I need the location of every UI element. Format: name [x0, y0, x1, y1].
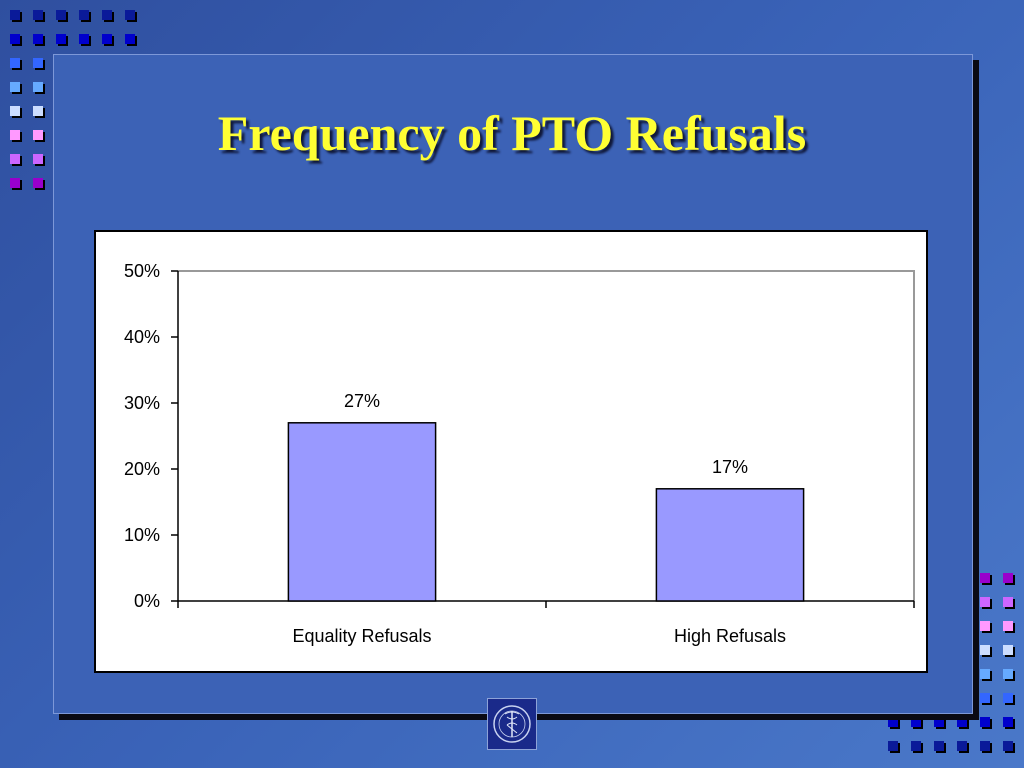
data-label: 27%	[344, 391, 380, 411]
decorative-square	[1003, 573, 1013, 583]
bar	[655, 488, 805, 602]
decorative-square	[33, 178, 43, 188]
plot-area-border	[178, 270, 915, 601]
decorative-square	[1003, 669, 1013, 679]
bar	[287, 422, 437, 602]
y-tick-label: 0%	[134, 591, 160, 611]
decorative-square	[1003, 597, 1013, 607]
decorative-square	[33, 106, 43, 116]
decorative-square	[1003, 645, 1013, 655]
decorative-square	[10, 130, 20, 140]
decorative-square	[1003, 741, 1013, 751]
decorative-square	[33, 130, 43, 140]
decorative-square	[56, 10, 66, 20]
decorative-square	[10, 82, 20, 92]
decorative-square	[934, 717, 944, 727]
decorative-square	[10, 154, 20, 164]
decorative-square	[911, 717, 921, 727]
x-category-label: High Refusals	[674, 626, 786, 646]
decorative-square	[980, 693, 990, 703]
decorative-square	[980, 597, 990, 607]
decorative-square	[10, 106, 20, 116]
y-tick-label: 30%	[124, 393, 160, 413]
decorative-square	[33, 154, 43, 164]
decorative-square	[980, 669, 990, 679]
decorative-square	[102, 10, 112, 20]
decorative-square	[102, 34, 112, 44]
decorative-square	[10, 58, 20, 68]
decorative-square	[33, 34, 43, 44]
data-label: 17%	[712, 457, 748, 477]
decorative-square	[957, 717, 967, 727]
decorative-square	[1003, 717, 1013, 727]
slide-title: Frequency of PTO Refusals	[217, 105, 807, 161]
decorative-square	[10, 178, 20, 188]
decorative-square	[56, 34, 66, 44]
y-tick-label: 50%	[124, 261, 160, 281]
y-tick-label: 20%	[124, 459, 160, 479]
caduceus-seal-icon	[493, 705, 531, 743]
decorative-square	[125, 34, 135, 44]
logo	[487, 698, 537, 750]
decorative-square	[125, 10, 135, 20]
decorative-square	[980, 717, 990, 727]
decorative-square	[79, 10, 89, 20]
bar-chart: 0% 10% 20% 30% 40% 50% 27% Equality Refusals 17%…	[94, 230, 928, 673]
decorative-square	[888, 717, 898, 727]
decorative-square	[980, 621, 990, 631]
x-category-label: Equality Refusals	[292, 626, 431, 646]
decorative-square	[33, 82, 43, 92]
y-tick-label: 10%	[124, 525, 160, 545]
decorative-square	[980, 741, 990, 751]
decorative-square	[888, 741, 898, 751]
decorative-square	[33, 58, 43, 68]
decorative-square	[10, 10, 20, 20]
decorative-square	[957, 741, 967, 751]
bar-chart-svg: 0% 10% 20% 30% 40% 50% 27% Equality Refusals 17%…	[124, 261, 915, 646]
decorative-square	[79, 34, 89, 44]
decorative-square	[980, 573, 990, 583]
decorative-square	[1003, 621, 1013, 631]
decorative-square	[934, 741, 944, 751]
decorative-square	[33, 10, 43, 20]
decorative-square	[10, 34, 20, 44]
y-tick-label: 40%	[124, 327, 160, 347]
decorative-square	[980, 645, 990, 655]
decorative-square	[1003, 693, 1013, 703]
decorative-square	[911, 741, 921, 751]
